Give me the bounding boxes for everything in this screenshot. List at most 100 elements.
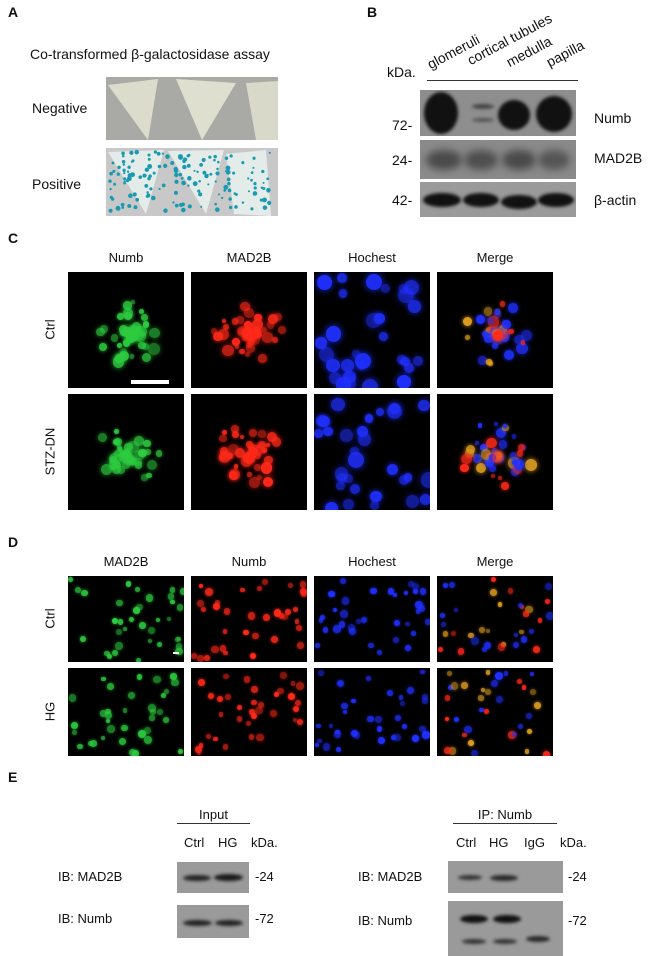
fluorescent-spot bbox=[170, 673, 178, 681]
fluorescent-spot bbox=[404, 644, 411, 651]
d-grid-image-r1-c4 bbox=[437, 576, 553, 662]
fluorescent-spot bbox=[239, 349, 245, 355]
colony-dot bbox=[170, 161, 175, 166]
fluorescent-spot bbox=[128, 617, 134, 623]
fluorescent-spot bbox=[234, 448, 245, 459]
c-col-hochest: Hochest bbox=[348, 250, 396, 265]
fluorescent-spot bbox=[148, 342, 160, 355]
colony-dot bbox=[223, 184, 229, 190]
input-ib-mad2b: IB: MAD2B bbox=[58, 869, 123, 884]
fluorescent-spot bbox=[145, 594, 154, 602]
fluorescent-spot bbox=[122, 455, 133, 465]
fluorescent-spot bbox=[222, 744, 229, 751]
lane-underline bbox=[427, 80, 578, 81]
fluorescent-spot bbox=[263, 613, 270, 621]
fluorescent-spot bbox=[266, 320, 275, 329]
fluorescent-spot bbox=[332, 608, 337, 613]
fluorescent-spot bbox=[545, 598, 551, 605]
blot-numb bbox=[420, 90, 576, 136]
fluorescent-spot bbox=[502, 423, 507, 429]
fluorescent-spot bbox=[537, 618, 543, 623]
fluorescent-spot bbox=[374, 313, 386, 325]
fluorescent-spot bbox=[392, 592, 398, 598]
fluorescent-spot bbox=[245, 453, 252, 461]
fluorescent-spot bbox=[365, 274, 382, 291]
colony-dot bbox=[233, 192, 237, 195]
fluorescent-spot bbox=[520, 636, 528, 643]
fluorescent-spot bbox=[513, 642, 520, 649]
fluorescent-spot bbox=[117, 619, 123, 625]
fluorescent-spot bbox=[412, 355, 424, 367]
colony-dot bbox=[259, 198, 263, 202]
fluorescent-spot bbox=[261, 578, 268, 585]
fluorescent-spot bbox=[489, 465, 496, 472]
colony-dot bbox=[178, 202, 184, 208]
fluorescent-spot bbox=[374, 715, 382, 723]
colony-dot bbox=[148, 174, 152, 178]
fluorescent-spot bbox=[325, 326, 342, 342]
fluorescent-spot bbox=[255, 330, 262, 338]
fluorescent-spot bbox=[462, 732, 467, 738]
fluorescent-spot bbox=[134, 461, 143, 470]
d-grid-image-r2-c3 bbox=[314, 668, 430, 756]
fluorescent-spot bbox=[413, 589, 418, 594]
colony-dot bbox=[209, 172, 213, 176]
fluorescent-spot bbox=[396, 375, 412, 388]
c-col-numb: Numb bbox=[108, 250, 144, 265]
fluorescent-spot bbox=[404, 590, 409, 596]
fluorescent-spot bbox=[317, 738, 322, 744]
colony-dot bbox=[226, 177, 231, 182]
fluorescent-spot bbox=[460, 463, 469, 473]
fluorescent-spot bbox=[367, 642, 374, 649]
fluorescent-spot bbox=[474, 440, 479, 446]
fluorescent-spot bbox=[337, 473, 348, 484]
ip-lane-hg: HG bbox=[489, 835, 509, 850]
fluorescent-spot bbox=[343, 499, 355, 510]
fluorescent-spot bbox=[134, 326, 141, 332]
input-marker-72: -72 bbox=[255, 911, 274, 926]
fluorescent-spot bbox=[292, 705, 299, 712]
fluorescent-spot bbox=[117, 342, 123, 348]
fluorescent-spot bbox=[415, 601, 423, 609]
fluorescent-spot bbox=[513, 334, 524, 345]
fluorescent-spot bbox=[490, 576, 497, 583]
colony-dot bbox=[147, 157, 151, 161]
colony-dot bbox=[153, 150, 158, 154]
fluorescent-spot bbox=[143, 439, 151, 448]
fluorescent-spot bbox=[441, 622, 447, 628]
fluorescent-spot bbox=[247, 443, 258, 455]
fluorescent-spot bbox=[262, 332, 273, 343]
fluorescent-spot bbox=[487, 327, 492, 332]
colony-dot bbox=[232, 171, 236, 175]
fluorescent-spot bbox=[290, 681, 296, 687]
fluorescent-spot bbox=[273, 691, 280, 698]
input-lane-hg: HG bbox=[218, 835, 238, 850]
c-grid-image-r2-c1 bbox=[68, 394, 184, 510]
row-label-negative: Negative bbox=[32, 100, 88, 116]
colony-dot bbox=[178, 172, 183, 177]
colony-dot bbox=[241, 161, 245, 165]
d-col-mad2b: MAD2B bbox=[103, 554, 149, 569]
fluorescent-spot bbox=[155, 617, 161, 623]
fluorescent-spot bbox=[146, 460, 158, 471]
fluorescent-spot bbox=[163, 689, 169, 695]
colony-dot bbox=[121, 154, 125, 158]
fluorescent-spot bbox=[464, 725, 473, 734]
fluorescent-spot bbox=[145, 449, 151, 455]
colony-dot bbox=[113, 182, 117, 186]
fluorescent-spot bbox=[439, 613, 446, 619]
fluorescent-spot bbox=[417, 399, 430, 412]
colony-dot bbox=[250, 207, 254, 211]
ip-lane-igg: IgG bbox=[524, 835, 545, 850]
c-grid-image-r2-c4 bbox=[437, 394, 553, 510]
fluorescent-spot bbox=[299, 587, 307, 596]
row-label-positive: Positive bbox=[32, 176, 82, 192]
fluorescent-spot bbox=[234, 345, 239, 350]
fluorescent-spot bbox=[248, 476, 261, 489]
fluorescent-spot bbox=[110, 334, 119, 343]
fluorescent-spot bbox=[127, 441, 140, 454]
fluorescent-spot bbox=[223, 650, 228, 656]
fluorescent-spot bbox=[468, 739, 475, 746]
input-kda: kDa. bbox=[251, 835, 278, 850]
fluorescent-spot bbox=[324, 501, 339, 510]
